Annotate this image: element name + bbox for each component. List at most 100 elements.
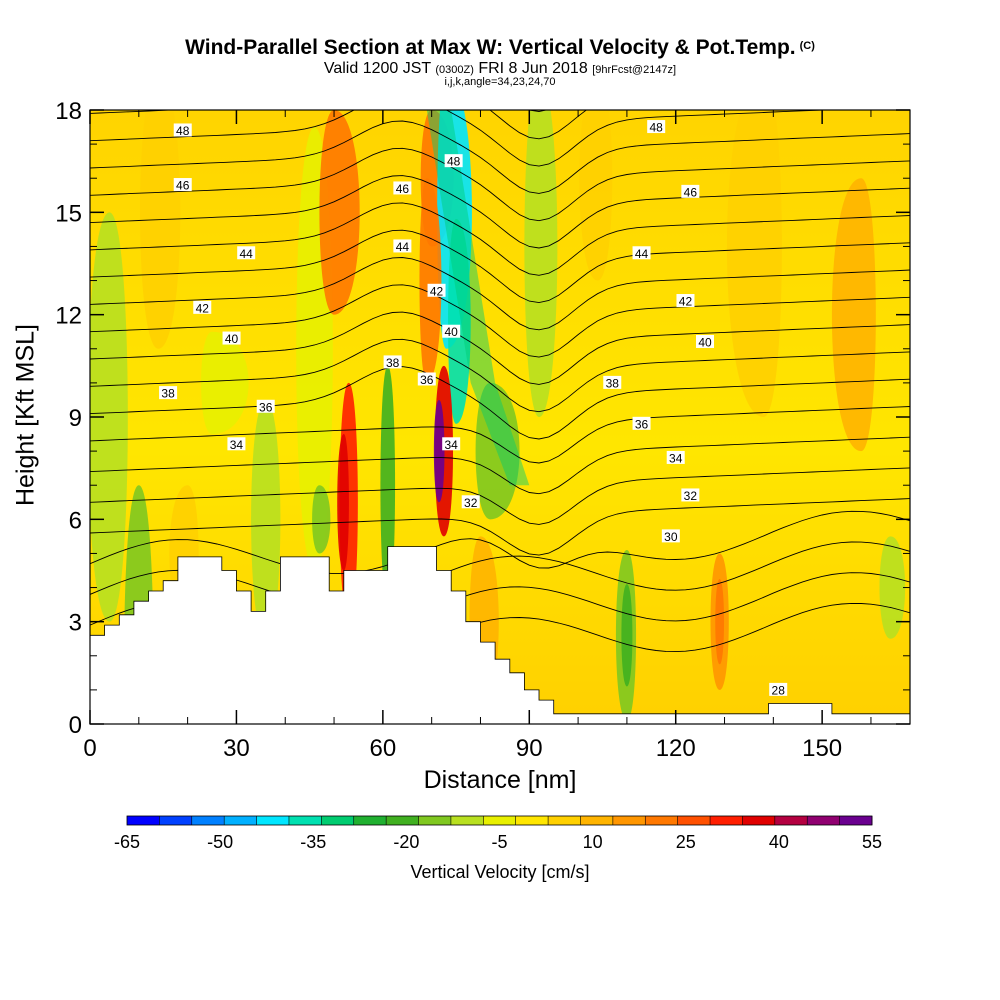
contour-label-22: 34 bbox=[442, 437, 461, 452]
isentrope-40 bbox=[90, 229, 910, 304]
isentrope-43 bbox=[90, 147, 910, 222]
isentrope-47 bbox=[528, 110, 549, 112]
velocity-cell-17 bbox=[475, 382, 520, 520]
contour-label-2: 48 bbox=[647, 120, 666, 135]
contour-label-text: 40 bbox=[698, 335, 712, 349]
contour-label-text: 32 bbox=[464, 496, 478, 510]
velocity-cell-26 bbox=[879, 536, 906, 639]
colorbar-label: Vertical Velocity [cm/s] bbox=[410, 862, 590, 882]
isentrope-42 bbox=[90, 175, 910, 249]
contour-label-11: 42 bbox=[676, 294, 695, 309]
contour-label-text: 40 bbox=[225, 332, 239, 346]
colorbar-swatch-10 bbox=[450, 816, 484, 825]
velocity-cell-14 bbox=[419, 178, 442, 383]
contour-label-27: 28 bbox=[769, 682, 788, 697]
colorbar-swatch-21 bbox=[807, 816, 841, 825]
contour-label-box bbox=[632, 416, 651, 430]
contour-label-text: 38 bbox=[606, 376, 620, 390]
colorbar-tick-label: -20 bbox=[393, 832, 419, 852]
colorbar-swatch-6 bbox=[321, 816, 355, 825]
contour-label-23: 34 bbox=[666, 450, 685, 465]
y-tick-label: 15 bbox=[55, 200, 82, 227]
y-tick-label: 3 bbox=[69, 610, 82, 637]
contour-label-text: 34 bbox=[669, 451, 683, 465]
contour-label-box bbox=[442, 324, 461, 338]
contour-label-text: 42 bbox=[679, 295, 693, 309]
velocity-cell-21 bbox=[621, 584, 633, 687]
colorbar-swatch-4 bbox=[256, 816, 290, 825]
contour-label-box bbox=[383, 355, 402, 369]
contour-label-16: 38 bbox=[383, 355, 402, 370]
isentrope-30 bbox=[90, 510, 910, 575]
colorbar-swatch-12 bbox=[515, 816, 549, 825]
contour-label-box bbox=[173, 178, 192, 192]
contour-label-text: 30 bbox=[664, 530, 678, 544]
colorbar-swatch-14 bbox=[580, 816, 614, 825]
contour-label-text: 44 bbox=[396, 240, 410, 254]
colorbar-swatch-9 bbox=[418, 816, 452, 825]
contour-label-18: 36 bbox=[256, 399, 275, 414]
terrain-mask bbox=[90, 546, 910, 724]
contour-label-text: 36 bbox=[420, 373, 434, 387]
contour-label-17: 38 bbox=[603, 375, 622, 390]
contour-label-8: 44 bbox=[632, 246, 651, 261]
isentrope-38 bbox=[90, 284, 910, 358]
contour-label-box bbox=[442, 437, 461, 451]
velocity-cell-6 bbox=[319, 110, 360, 315]
y-tick-label: 12 bbox=[55, 303, 82, 330]
contour-label-3: 46 bbox=[173, 178, 192, 193]
contour-label-text: 44 bbox=[635, 247, 649, 261]
colorbar-swatch-19 bbox=[742, 816, 776, 825]
y-tick-label: 6 bbox=[69, 507, 82, 534]
isentrope-46 bbox=[90, 110, 588, 140]
y-tick-label: 0 bbox=[69, 712, 82, 739]
colorbar-tick-label: 25 bbox=[676, 832, 696, 852]
contour-label-text: 36 bbox=[635, 417, 649, 431]
colorbar-swatch-8 bbox=[386, 816, 420, 825]
chart-subtitle: Valid 1200 JST (0300Z) FRI 8 Jun 2018 [9… bbox=[0, 60, 1000, 78]
contour-label-box bbox=[769, 682, 788, 696]
isentrope-31 bbox=[90, 498, 910, 556]
x-axis-label: Distance [nm] bbox=[423, 766, 577, 794]
isentrope-36 bbox=[90, 338, 910, 413]
contour-label-box bbox=[237, 246, 256, 260]
contour-label-text: 46 bbox=[396, 182, 410, 196]
isentrope-32 bbox=[90, 467, 910, 525]
velocity-cell-16 bbox=[433, 399, 445, 503]
contour-label-text: 38 bbox=[161, 387, 175, 401]
contour-label-1: 48 bbox=[444, 154, 463, 169]
contour-label-text: 32 bbox=[684, 489, 698, 503]
velocity-cell-slanted bbox=[426, 110, 530, 486]
contour-label-text: 48 bbox=[176, 124, 190, 138]
plot-area: 48 48 48 46 46 46 44 44 44 42 42 42 40 40 40 38 38 38 36 36… bbox=[90, 110, 910, 724]
contour-label-7: 44 bbox=[393, 239, 412, 254]
contour-label-text: 44 bbox=[240, 247, 254, 261]
contour-label-21: 34 bbox=[227, 437, 246, 452]
isentrope-34 bbox=[90, 406, 910, 464]
isentrope-44 bbox=[90, 120, 910, 194]
colorbar-swatch-1 bbox=[159, 816, 193, 825]
subtitle-forecast: [9hrFcst@2147z] bbox=[592, 64, 677, 76]
contour-label-box bbox=[676, 294, 695, 308]
contour-label-box bbox=[632, 246, 651, 260]
colorbar-tick-label: 10 bbox=[583, 832, 603, 852]
subtitle-date: FRI 8 Jun 2018 bbox=[478, 60, 588, 77]
colorbar-frame bbox=[126, 815, 873, 826]
velocity-cell-4 bbox=[251, 399, 281, 639]
velocity-cell-25 bbox=[831, 178, 876, 452]
contour-label-text: 48 bbox=[650, 121, 664, 135]
contour-label-6: 44 bbox=[237, 246, 256, 261]
contour-label-box bbox=[603, 375, 622, 389]
colorbar-swatch-0 bbox=[127, 816, 160, 825]
contour-label-0: 48 bbox=[173, 123, 192, 138]
contour-label-box bbox=[393, 239, 412, 253]
contour-label-13: 40 bbox=[442, 324, 461, 339]
contour-label-24: 32 bbox=[461, 495, 480, 510]
velocity-cell-8 bbox=[337, 434, 349, 571]
contour-label-text: 42 bbox=[430, 284, 444, 298]
contour-label-15: 38 bbox=[159, 386, 178, 401]
velocity-cell-9 bbox=[312, 485, 331, 554]
colorbar-tick-label: 40 bbox=[769, 832, 789, 852]
